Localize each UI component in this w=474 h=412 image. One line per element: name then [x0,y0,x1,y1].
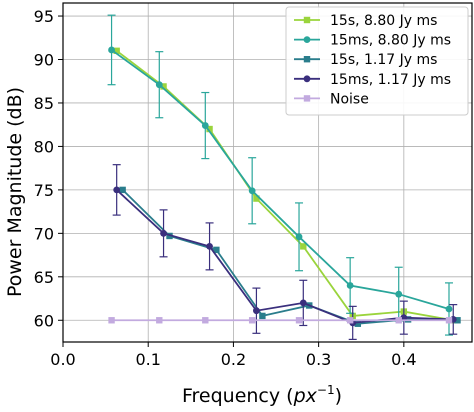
data-point [213,246,220,254]
x-axis-label-text: Frequency [182,385,280,407]
legend-label: Noise [330,91,369,107]
x-axis-label-close-paren: ) [335,385,342,407]
y-axis-label: Power Magnitude (dB) [4,87,26,297]
x-tick-label: 0.4 [391,350,416,369]
legend-marker [303,95,311,102]
data-point [259,312,266,320]
series-line [116,50,454,322]
data-point [160,229,167,237]
x-tick-label: 0.3 [306,350,331,369]
legend-label: 15s, 8.80 Jy ms [330,13,437,29]
legend-item: Noise [294,91,369,107]
y-tick-label: 70 [34,224,54,243]
data-point [119,186,126,194]
data-point [253,307,260,315]
legend-item: 15ms, 1.17 Jy ms [294,72,451,88]
x-axis-label-unit: px [293,385,318,407]
x-axis-label-open-paren: ( [280,385,293,407]
data-point [113,186,121,194]
series-3 [112,164,458,340]
series-line [111,49,450,310]
axis-ticks: 0.0 0.1 0.2 0.3 0.4 60 65 70 75 80 85 90 95 [34,7,417,369]
data-point [156,317,163,324]
x-tick-label: 0.1 [135,350,160,369]
y-tick-label: 95 [34,7,54,26]
y-tick-label: 75 [34,181,54,200]
data-point [400,314,408,322]
y-tick-label: 65 [34,268,54,287]
legend-label: 15ms, 8.80 Jy ms [330,33,451,49]
data-point [300,243,307,250]
legend-label: 15ms, 1.17 Jy ms [330,72,451,88]
data-point [201,122,209,129]
data-point [248,187,256,195]
data-point [395,317,402,324]
legend-box [285,6,469,116]
series-1 [107,14,453,336]
data-point [113,47,120,55]
legend-item: 15s, 1.17 Jy ms [294,52,437,68]
y-tick-label: 85 [34,94,54,113]
data-point [160,83,167,90]
data-point [155,81,163,89]
legend-item: 15ms, 8.80 Jy ms [294,33,451,49]
legend-marker [303,16,311,24]
legend: 15s, 8.80 Jy ms 15ms, 8.80 Jy ms 15s, 1.17… [285,6,469,116]
data-point [299,299,307,307]
data-point [395,290,403,298]
data-point [295,233,303,241]
data-point [445,317,453,324]
legend-marker [303,56,311,63]
data-point [454,317,461,324]
data-layer [107,14,461,340]
data-point [445,305,453,313]
data-point [253,195,260,202]
legend-item: 15s, 8.80 Jy ms [294,13,437,29]
x-axis-label: Frequency (px−1) [182,383,342,407]
series-4 [108,317,453,324]
data-point [248,317,256,324]
series-line [116,189,454,324]
y-tick-label: 80 [34,137,54,156]
data-point [206,242,213,250]
data-point [346,317,354,324]
legend-marker [303,75,311,83]
legend-label: 15s, 1.17 Jy ms [330,52,437,68]
x-axis-label-exponent: −1 [317,383,335,397]
data-point [108,46,115,54]
y-tick-label: 90 [34,51,54,70]
data-point [202,317,209,324]
series-line [122,189,458,325]
data-point [354,320,362,327]
x-tick-label: 0.2 [221,350,246,369]
data-point [346,282,354,289]
data-point [206,125,213,133]
data-point [108,317,115,324]
legend-marker [303,36,311,43]
x-tick-label: 0.0 [50,350,75,369]
data-point [295,317,303,324]
y-tick-label: 60 [34,311,54,330]
plot-frame [62,2,473,343]
